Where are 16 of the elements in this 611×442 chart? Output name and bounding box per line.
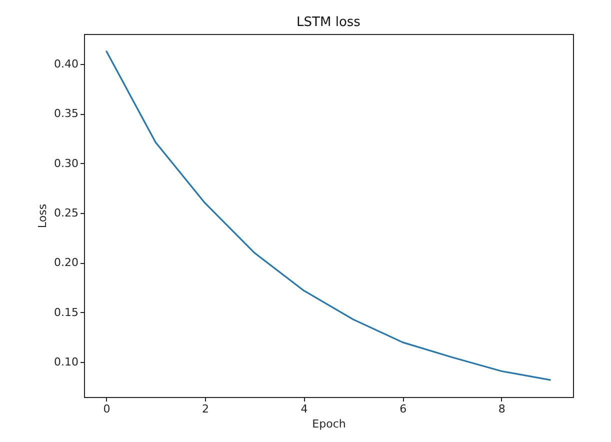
x-axis-title: Epoch — [312, 418, 346, 430]
x-tick-label: 6 — [400, 402, 407, 416]
y-tick-label: 0.40 — [54, 57, 78, 70]
x-tick-label: 2 — [202, 402, 210, 416]
x-tick-label: 0 — [103, 402, 110, 416]
y-tick-label: 0.30 — [54, 156, 78, 170]
y-axis-title: Loss — [36, 204, 50, 228]
y-tick-label: 0.25 — [54, 206, 78, 220]
y-tick-label: 0.35 — [54, 107, 78, 120]
y-tick-label: 0.10 — [54, 356, 78, 369]
line-series — [105, 50, 552, 381]
y-tick-label: 0.20 — [54, 256, 78, 270]
y-tick-label: 0.15 — [54, 306, 78, 319]
chart-title: LSTM loss — [296, 15, 361, 30]
x-tick-label: 4 — [300, 402, 308, 416]
x-tick-label: 8 — [498, 402, 506, 416]
